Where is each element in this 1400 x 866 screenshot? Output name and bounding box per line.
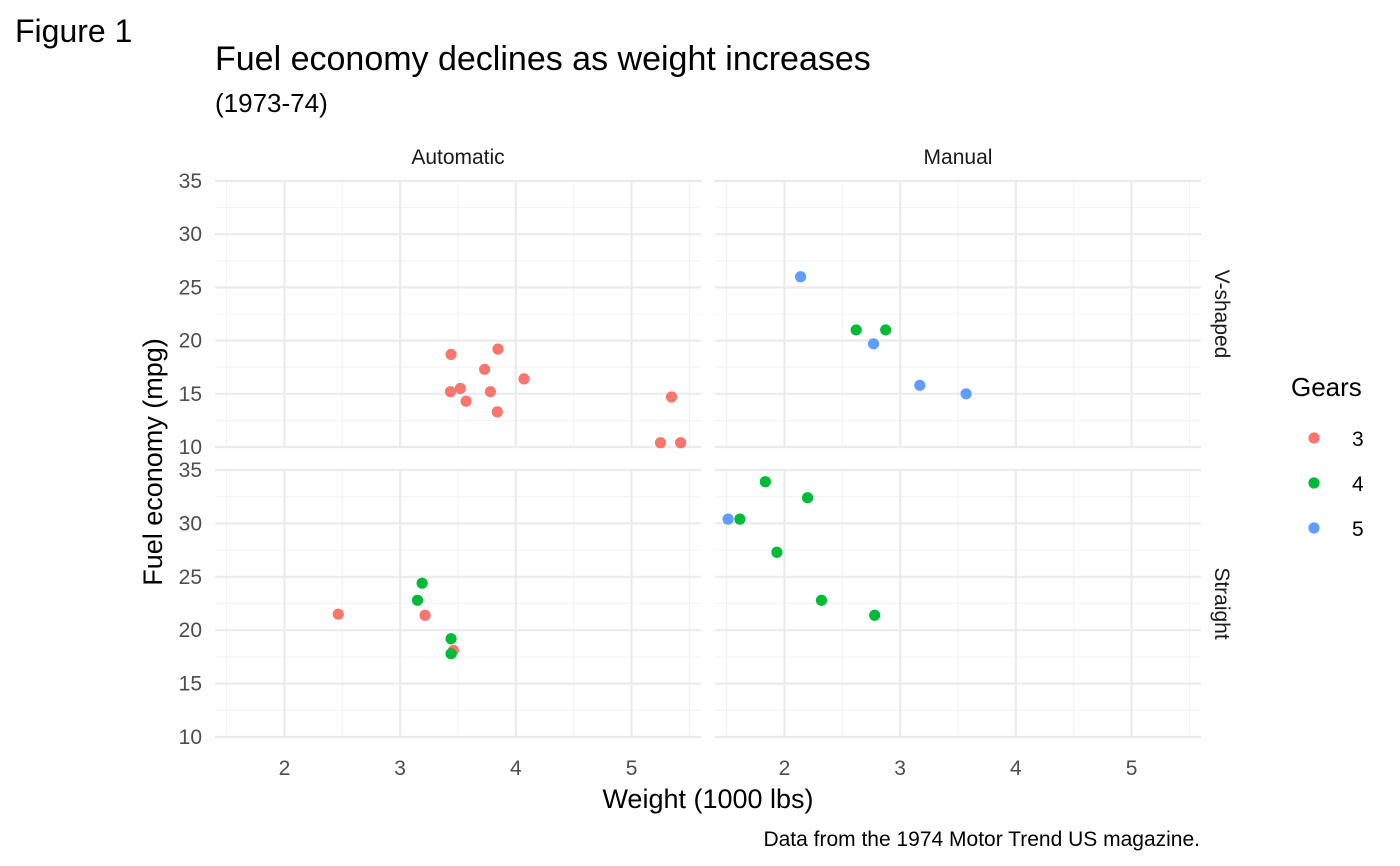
panel-automatic-vshaped	[215, 179, 701, 449]
panel-manual-straight	[715, 468, 1201, 739]
data-point	[491, 406, 503, 418]
legend-item: 4	[1308, 473, 1364, 496]
x-tick-label: 5	[626, 757, 638, 780]
data-point	[880, 324, 892, 336]
plot-panels	[215, 179, 1201, 739]
data-point	[795, 271, 807, 283]
data-point	[444, 386, 457, 398]
legend-swatch	[1308, 477, 1320, 489]
y-tick-label: 20	[179, 330, 202, 353]
data-point	[518, 373, 530, 385]
data-point	[914, 379, 926, 391]
x-tick-label: 2	[779, 757, 791, 780]
panel-automatic-straight	[215, 468, 701, 739]
data-point	[722, 513, 734, 525]
data-point	[419, 609, 431, 621]
data-point	[416, 577, 428, 589]
data-point	[771, 546, 783, 558]
y-tick-label: 25	[179, 276, 202, 299]
data-point	[454, 382, 466, 395]
data-point	[445, 348, 457, 361]
legend-label: 5	[1352, 518, 1364, 541]
y-tick-label: 30	[179, 512, 202, 535]
y-tick-label: 15	[179, 673, 202, 696]
data-point	[960, 388, 972, 400]
data-point	[492, 343, 504, 355]
data-point	[332, 608, 344, 620]
legend-swatch	[1308, 522, 1320, 534]
data-point	[445, 648, 457, 660]
data-point	[445, 633, 457, 645]
x-tick-labels: 2 3 4 5 2 3 4 5	[279, 757, 1138, 780]
legend-label: 4	[1352, 473, 1364, 496]
x-tick-label: 3	[394, 757, 406, 780]
chart-subtitle: (1973-74)	[215, 88, 328, 118]
x-tick-label: 2	[279, 757, 291, 780]
data-point	[460, 395, 472, 407]
data-point	[675, 437, 687, 449]
legend-swatch	[1308, 432, 1320, 444]
data-point	[665, 391, 678, 403]
y-tick-label: 10	[179, 436, 202, 459]
data-point	[815, 594, 828, 606]
y-tick-label: 25	[179, 566, 202, 589]
data-point	[759, 476, 771, 488]
y-tick-label: 35	[179, 459, 202, 482]
y-axis-label: Fuel economy (mpg)	[138, 338, 168, 586]
legend: Gears 3 4 5	[1291, 372, 1364, 541]
y-tick-label: 15	[179, 383, 202, 406]
x-tick-label: 4	[1010, 757, 1022, 780]
panel-manual-vshaped	[715, 179, 1201, 449]
y-tick-label: 20	[179, 619, 202, 642]
facet-column-label: Automatic	[411, 146, 504, 169]
y-tick-label: 35	[179, 170, 202, 193]
chart-title: Fuel economy declines as weight increase…	[215, 40, 871, 78]
data-point	[411, 594, 424, 606]
legend-item: 3	[1308, 428, 1364, 451]
legend-label: 3	[1352, 428, 1364, 451]
data-point	[867, 338, 880, 350]
facet-row-label: Straight	[1210, 567, 1233, 640]
y-tick-label: 10	[179, 726, 202, 749]
x-axis-label: Weight (1000 lbs)	[602, 784, 813, 814]
facet-row-label: V-shaped	[1210, 270, 1233, 359]
chart-caption: Data from the 1974 Motor Trend US magazi…	[763, 828, 1200, 851]
x-tick-label: 4	[510, 757, 522, 780]
x-tick-label: 5	[1126, 757, 1138, 780]
y-tick-label: 30	[179, 223, 202, 246]
data-point	[850, 324, 862, 336]
data-point	[734, 513, 746, 525]
data-point	[654, 437, 667, 449]
data-point	[801, 492, 814, 504]
legend-title: Gears	[1291, 372, 1362, 402]
data-point	[869, 609, 881, 621]
x-tick-label: 3	[894, 757, 906, 780]
figure-label: Figure 1	[15, 13, 132, 49]
facet-column-label: Manual	[924, 146, 993, 169]
data-point	[484, 386, 496, 398]
data-point	[479, 363, 491, 375]
legend-item: 5	[1308, 518, 1364, 541]
facet-strips: Automatic Manual V-shaped Straight	[411, 146, 1233, 640]
